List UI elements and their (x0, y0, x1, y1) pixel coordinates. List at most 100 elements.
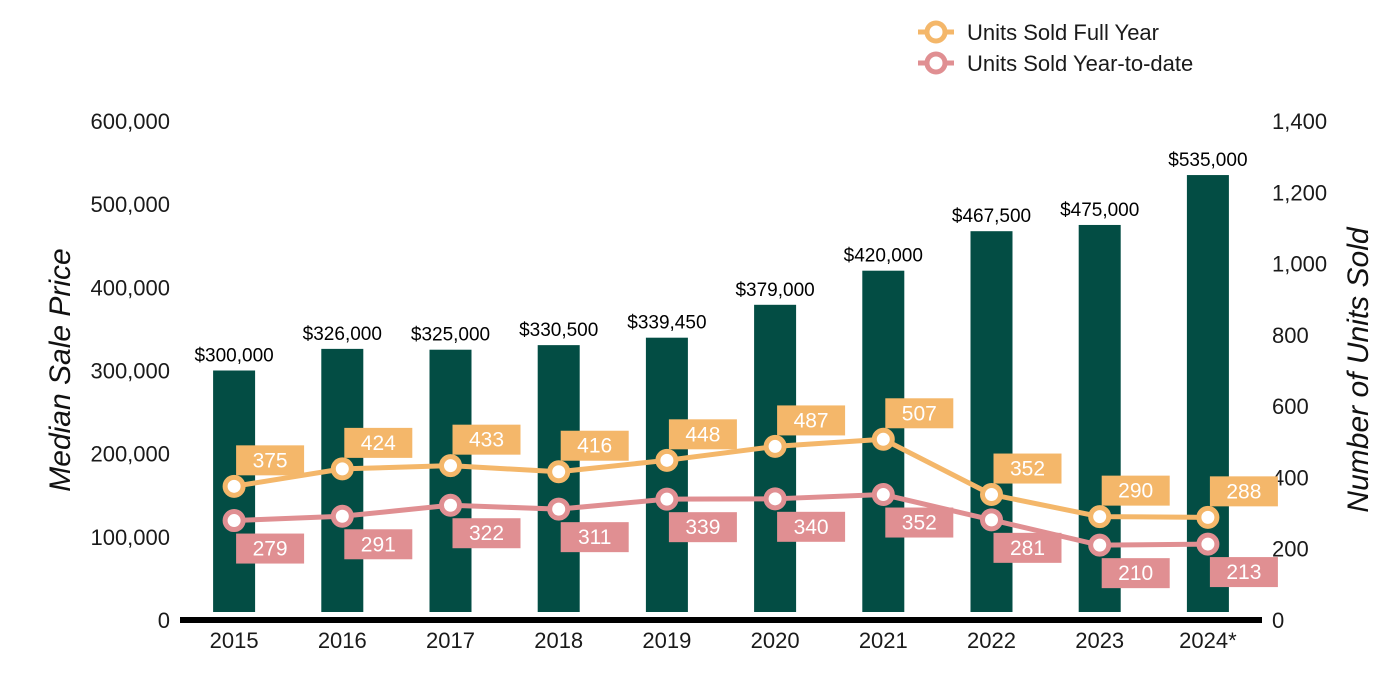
ytd-data-label: 339 (685, 516, 720, 539)
left-tick-label: 500,000 (90, 192, 170, 217)
ytd-data-label: 311 (578, 526, 611, 549)
x-tick-label: 2018 (534, 628, 583, 653)
right-tick-label: 1,200 (1272, 180, 1327, 205)
full-year-marker (980, 483, 1003, 507)
ytd-label-box (1101, 558, 1170, 589)
right-tick-label: 1,000 (1272, 252, 1327, 277)
full-year-marker (871, 427, 895, 451)
left-tick-label: 100,000 (90, 525, 170, 550)
ytd-data-label: 281 (1010, 537, 1045, 560)
bar-value-label: $330,500 (519, 320, 598, 341)
legend-full-year-marker (924, 20, 948, 44)
legend-item-ytd: Units Sold Year-to-date (918, 51, 1193, 76)
ytd-marker (547, 497, 571, 521)
line-data-labels-group: 375 424 433 416 448 487 507 352 290 288 279 291 322 3… (236, 398, 1278, 589)
full-year-data-label: 424 (361, 432, 396, 455)
full-year-data-label: 487 (794, 409, 829, 432)
ytd-marker (980, 508, 1003, 532)
ytd-marker (1088, 533, 1112, 557)
x-tick-label: 2019 (642, 628, 691, 653)
left-tick-label: 200,000 (90, 442, 170, 467)
bar-labels-group: $300,000 $326,000 $325,000 $330,500 $339,450… (194, 150, 1247, 366)
ytd-label-box (344, 529, 413, 560)
ytd-label-box (560, 522, 629, 553)
ytd-marker (1196, 532, 1220, 556)
ytd-label-box (452, 518, 521, 549)
bar-value-label: $535,000 (1168, 150, 1247, 171)
full-year-marker (330, 457, 354, 481)
ytd-marker (222, 509, 246, 533)
bar (321, 348, 364, 612)
bar-value-label: $420,000 (844, 246, 923, 267)
right-tick-label: 0 (1272, 608, 1284, 633)
ytd-data-label: 291 (361, 533, 396, 556)
full-year-label-box (993, 453, 1062, 484)
ytd-label-box (777, 511, 846, 542)
x-tick-label: 2021 (859, 628, 908, 653)
bar-value-label: $467,500 (952, 206, 1031, 227)
bar-value-label: $325,000 (411, 325, 490, 346)
full-year-marker (1088, 505, 1112, 529)
full-year-data-label: 507 (902, 402, 937, 425)
bar (429, 349, 472, 612)
full-year-data-label: 288 (1226, 480, 1261, 503)
ytd-label-box (993, 532, 1062, 563)
left-axis-title: Median Sale Price (44, 248, 77, 491)
ytd-label-box (885, 507, 954, 538)
ytd-data-label: 213 (1226, 561, 1261, 584)
ytd-marker (763, 487, 787, 511)
bar-value-label: $300,000 (194, 346, 273, 367)
full-year-data-label: 375 (253, 449, 288, 472)
bar-value-label: $379,000 (735, 280, 814, 301)
ytd-marker (871, 483, 895, 507)
legend-ytd-marker (924, 51, 948, 75)
x-tick-label: 2022 (967, 628, 1016, 653)
x-tick-label: 2016 (318, 628, 367, 653)
full-year-label-box (560, 430, 629, 461)
full-year-marker (439, 454, 462, 478)
left-tick-label: 600,000 (90, 109, 170, 134)
bar-value-label: $339,450 (627, 313, 706, 334)
full-year-label-box (452, 424, 521, 455)
x-tick-label: 2023 (1075, 628, 1124, 653)
full-year-label-box (885, 398, 954, 429)
full-year-label-box (236, 445, 305, 476)
full-year-line (233, 436, 1208, 520)
full-year-data-label: 448 (685, 423, 720, 446)
full-year-data-label: 352 (1010, 458, 1045, 481)
right-tick-label: 600 (1272, 394, 1309, 419)
full-year-label-box (777, 405, 846, 436)
right-tick-label: 1,400 (1272, 109, 1327, 134)
x-tick-label: 2015 (210, 628, 259, 653)
full-year-marker (222, 474, 246, 498)
full-year-marker (655, 448, 679, 472)
ytd-label-box (236, 533, 305, 564)
full-year-marker (763, 434, 787, 458)
x-tick-label: 2020 (751, 628, 800, 653)
ytd-line (234, 492, 1208, 548)
legend: Units Sold Full Year Units Sold Year-to-… (918, 20, 1193, 76)
right-axis-ticks: 0 200 400 600 800 1,000 1,200 1,400 (1272, 109, 1327, 633)
legend-full-year-label: Units Sold Full Year (967, 20, 1159, 45)
right-tick-label: 200 (1272, 537, 1309, 562)
full-year-label-box (1101, 475, 1170, 506)
left-tick-label: 0 (158, 608, 170, 633)
left-tick-label: 400,000 (90, 275, 170, 300)
right-tick-label: 400 (1272, 465, 1309, 490)
full-year-data-label: 416 (577, 435, 612, 458)
lines-group (222, 427, 1220, 557)
bar (754, 304, 797, 612)
full-year-data-label: 290 (1118, 480, 1153, 503)
ytd-data-label: 210 (1118, 562, 1153, 585)
ytd-marker (655, 487, 679, 511)
ytd-marker (439, 493, 462, 517)
left-tick-label: 300,000 (90, 359, 170, 384)
legend-ytd-label: Units Sold Year-to-date (967, 51, 1193, 76)
ytd-data-label: 279 (253, 538, 288, 561)
legend-item-full-year: Units Sold Full Year (918, 20, 1159, 45)
bar (645, 337, 688, 612)
full-year-data-label: 433 (469, 429, 504, 452)
bar-value-label: $326,000 (303, 324, 382, 345)
